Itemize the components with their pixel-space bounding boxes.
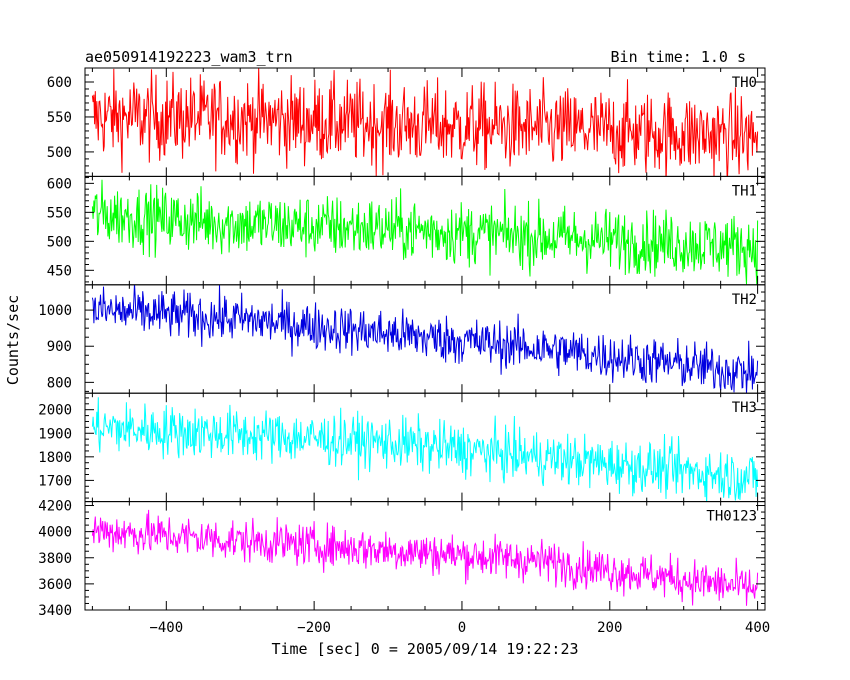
y-tick-label: 1900: [38, 426, 72, 442]
series-th1: [91, 179, 759, 285]
series-th0123: [91, 509, 759, 606]
panel-label: TH3: [732, 400, 757, 416]
x-axis: −400 −200 0 200 400: [149, 620, 770, 636]
y-axis-label: Counts/sec: [4, 295, 22, 385]
x-axis-label: Time [sec] 0 = 2005/09/14 19:22:23: [271, 640, 578, 658]
panel-th3: 1700 1800 1900 2000 TH3: [38, 392, 766, 503]
y-tick-label: 1000: [38, 303, 72, 319]
panel-label: TH2: [732, 292, 757, 308]
panel-th0: 500 550 600 TH0: [47, 67, 766, 177]
series-th2: [91, 284, 759, 394]
panels-group: 500 550 600 TH0 450 500 550 600 TH1 800 900 1000 TH2…: [38, 67, 766, 619]
panel-th0123: 3400 3600 3800 4000 4200 TH0123: [38, 499, 766, 619]
y-tick-label: 2000: [38, 403, 72, 419]
y-tick-label: 800: [47, 375, 72, 391]
panel-label: TH0123: [706, 509, 757, 525]
chart-title: ae050914192223_wam3_trn: [85, 48, 293, 66]
panel-label: TH0: [732, 75, 757, 91]
x-tick-label: 400: [745, 620, 770, 636]
panel-label: TH1: [732, 183, 757, 199]
y-tick-label: 3400: [38, 603, 72, 619]
y-tick-label: 550: [47, 205, 72, 221]
x-tick-label: −400: [149, 620, 183, 636]
y-tick-label: 500: [47, 145, 72, 161]
series-th0: [91, 68, 759, 177]
y-tick-label: 600: [47, 176, 72, 192]
x-tick-label: 200: [597, 620, 622, 636]
x-tick-label: −200: [297, 620, 331, 636]
y-tick-label: 4000: [38, 525, 72, 541]
chart-subtitle: Bin time: 1.0 s: [611, 48, 746, 66]
y-tick-label: 4200: [38, 499, 72, 515]
y-tick-label: 500: [47, 234, 72, 250]
y-tick-label: 900: [47, 339, 72, 355]
y-tick-label: 3600: [38, 577, 72, 593]
y-tick-label: 450: [47, 263, 72, 279]
y-tick-label: 1800: [38, 450, 72, 466]
panel-th1: 450 500 550 600 TH1: [47, 175, 766, 286]
panel-th2: 800 900 1000 TH2: [38, 284, 766, 394]
x-tick-label: 0: [458, 620, 466, 636]
y-tick-label: 600: [47, 75, 72, 91]
y-tick-label: 3800: [38, 551, 72, 567]
y-tick-label: 550: [47, 110, 72, 126]
y-tick-label: 1700: [38, 473, 72, 489]
series-th3: [91, 397, 759, 502]
